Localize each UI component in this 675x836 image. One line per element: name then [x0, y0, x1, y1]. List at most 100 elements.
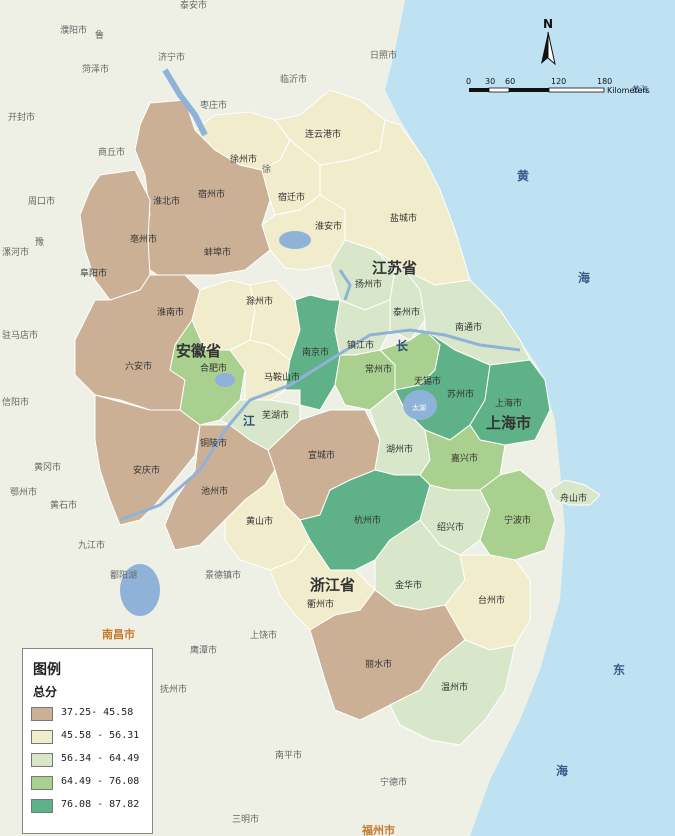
north-arrow: N — [541, 17, 556, 66]
city-hangzhou[interactable]: 杭州市 — [354, 514, 381, 526]
city-lianyungang[interactable]: 连云港市 — [305, 128, 341, 140]
city-ningbo[interactable]: 宁波市 — [504, 514, 531, 526]
legend-swatch — [31, 707, 53, 721]
city-huzhou[interactable]: 湖州市 — [386, 443, 413, 455]
city-suzhou-ah[interactable]: 宿州市 — [198, 188, 225, 200]
context-jiujiang: 九江市 — [78, 539, 105, 551]
context-puyang: 濮阳市 — [60, 24, 87, 36]
region-shanghai[interactable] — [469, 359, 551, 446]
region-zhoushan[interactable] — [549, 479, 601, 506]
city-quzhou[interactable]: 衢州市 — [307, 598, 334, 610]
scale-tick-60: 60 — [505, 77, 515, 86]
legend-item: 76.08 - 87.82 — [31, 797, 151, 815]
city-hefei[interactable]: 合肥市 — [200, 362, 227, 374]
sea-label-dong: 东 — [613, 662, 625, 677]
city-xuancheng[interactable]: 宣城市 — [308, 449, 335, 461]
legend-panel: 图例 总分 37.25- 45.58 45.58 - 56.31 56.34 -… — [22, 648, 153, 834]
city-jiaxing[interactable]: 嘉兴市 — [451, 452, 478, 464]
city-anqing[interactable]: 安庆市 — [133, 464, 160, 476]
context-labels: 泰安市 济宁市 临沂市 日照市 枣庄市 濮阳市 菏泽市 开封市 商丘市 周口市 … — [2, 0, 407, 836]
hongze-lake — [279, 231, 311, 249]
scale-seg-3 — [509, 88, 549, 92]
legend-label: 64.49 - 76.08 — [61, 776, 140, 787]
city-jinhua[interactable]: 金华市 — [395, 579, 422, 591]
legend-item: 56.34 - 64.49 — [31, 751, 151, 769]
city-huainan[interactable]: 淮南市 — [157, 306, 184, 318]
city-shanghai[interactable]: 上海市 — [495, 397, 522, 409]
city-huaibei[interactable]: 淮北市 — [153, 195, 180, 207]
context-zhumadian: 驻马店市 — [2, 329, 38, 341]
city-xuzhou[interactable]: 徐州市 — [230, 153, 257, 165]
sea-area — [385, 0, 675, 836]
context-fuzhou-jx: 抚州市 — [160, 683, 187, 695]
city-wuxi[interactable]: 无锡市 — [414, 375, 441, 387]
city-huangshan[interactable]: 黄山市 — [246, 515, 273, 527]
city-zhenjiang[interactable]: 镇江市 — [347, 339, 374, 351]
city-wenzhou[interactable]: 温州市 — [441, 681, 468, 693]
lake-label-taihu: 太湖 — [412, 403, 426, 412]
region-ningbo[interactable] — [479, 469, 556, 561]
city-taizhou-js[interactable]: 泰州市 — [393, 306, 420, 318]
city-suzhou[interactable]: 苏州市 — [447, 388, 474, 400]
scale-seg-4 — [548, 87, 605, 93]
region-hangzhou[interactable] — [299, 469, 431, 571]
context-luohe: 漯河市 — [2, 246, 29, 258]
city-zhoushan[interactable]: 舟山市 — [560, 492, 587, 504]
province-anhui: 安徽省 — [176, 342, 221, 360]
region-chuzhou[interactable] — [191, 279, 256, 351]
gaoyou-lake — [338, 269, 352, 301]
city-nantong[interactable]: 南通市 — [455, 321, 482, 333]
city-luan[interactable]: 六安市 — [125, 360, 152, 372]
city-maanshan[interactable]: 马鞍山市 — [264, 371, 300, 383]
north-arrow-right-icon — [547, 31, 556, 66]
legend-label: 56.34 - 64.49 — [61, 753, 140, 764]
city-wuhu[interactable]: 芜湖市 — [262, 409, 289, 421]
context-zhoukou: 周口市 — [28, 195, 55, 207]
context-yu: 豫 — [35, 236, 44, 248]
city-bengbu[interactable]: 蚌埠市 — [204, 246, 231, 258]
sea-label-yellow-small: 黄海 — [632, 84, 648, 94]
city-yangzhou[interactable]: 扬州市 — [355, 278, 382, 290]
city-huaian[interactable]: 淮安市 — [315, 220, 342, 232]
context-yingtan: 鹰潭市 — [190, 644, 217, 656]
yangtze-river — [119, 328, 521, 522]
legend-swatch — [31, 730, 53, 744]
context-rizhao: 日照市 — [370, 49, 397, 61]
context-shangrao: 上饶市 — [250, 629, 277, 641]
river-label-jiang: 江 — [243, 413, 255, 428]
context-xinyang: 信阳市 — [2, 396, 29, 408]
context-nanchang: 南昌市 — [102, 627, 135, 641]
city-taizhou-zj[interactable]: 台州市 — [478, 594, 505, 606]
legend-item: 45.58 - 56.31 — [31, 728, 151, 746]
scale-unit: Kilometers — [607, 86, 650, 95]
context-jingdezhen: 景德镇市 — [205, 569, 241, 581]
context-lu: 鲁 — [95, 29, 104, 41]
context-shangqiu: 商丘市 — [98, 146, 125, 158]
scale-tick-0: 0 — [466, 77, 471, 86]
city-suqian[interactable]: 宿迁市 — [278, 191, 305, 203]
city-fuyang[interactable]: 阜阳市 — [80, 267, 107, 279]
city-tongling[interactable]: 铜陵市 — [200, 437, 227, 449]
city-changzhou[interactable]: 常州市 — [365, 363, 392, 375]
scale-tick-180: 180 — [597, 77, 612, 86]
river-label-chang: 长 — [396, 338, 409, 353]
scale-seg-2 — [488, 87, 510, 93]
province-shanghai: 上海市 — [486, 414, 531, 432]
region-wenzhou[interactable] — [389, 639, 516, 746]
context-ezhou: 鄂州市 — [10, 486, 37, 498]
scale-seg-1 — [469, 88, 489, 92]
legend-swatch — [31, 776, 53, 790]
city-shaoxing[interactable]: 绍兴市 — [437, 521, 464, 533]
legend-label: 37.25- 45.58 — [61, 707, 134, 718]
city-chuzhou[interactable]: 滁州市 — [246, 295, 273, 307]
city-chizhou[interactable]: 池州市 — [201, 485, 228, 497]
scale-bar: 0 30 60 120 180 Kilometers — [466, 77, 650, 95]
city-bozhou[interactable]: 亳州市 — [130, 233, 157, 245]
chaohu-lake — [215, 373, 235, 387]
context-jining: 济宁市 — [158, 51, 185, 63]
city-nanjing[interactable]: 南京市 — [302, 346, 329, 358]
city-lishui[interactable]: 丽水市 — [365, 658, 392, 670]
city-yancheng[interactable]: 盐城市 — [390, 212, 417, 224]
